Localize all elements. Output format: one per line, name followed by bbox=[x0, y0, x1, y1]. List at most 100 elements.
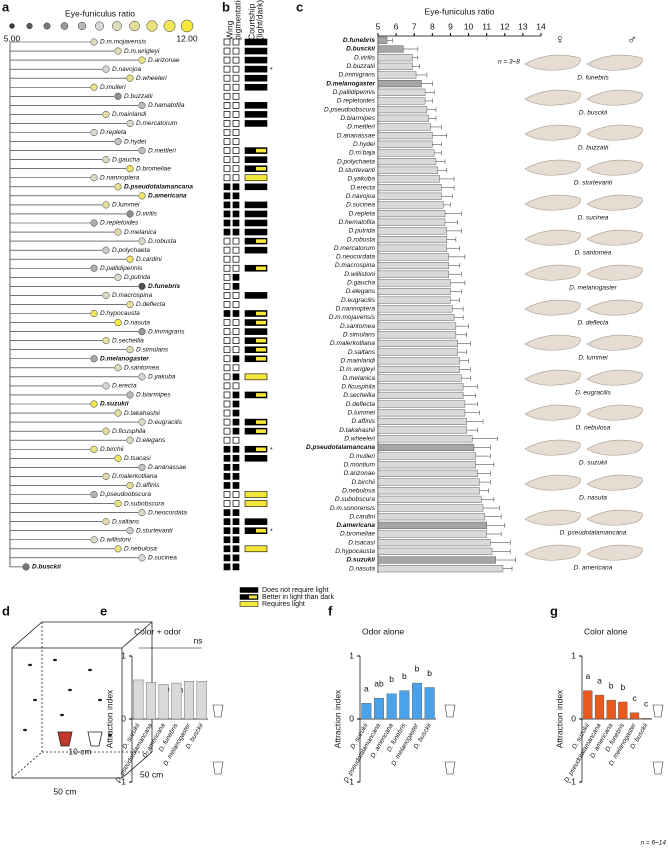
species-label: D.hamatofila bbox=[148, 102, 185, 109]
category-label: D.polychaeta bbox=[337, 158, 375, 165]
dimension-label: 50 cm bbox=[53, 786, 76, 796]
courtship-bar bbox=[244, 210, 268, 218]
wing-image bbox=[586, 544, 643, 561]
species-label: D.repletoides bbox=[100, 220, 139, 227]
courtship-accent bbox=[256, 447, 266, 452]
category-label: D.cardini bbox=[349, 513, 375, 520]
significance-letter: b bbox=[415, 663, 420, 673]
courtship-bar bbox=[244, 111, 268, 118]
species-dot bbox=[90, 400, 98, 408]
y-axis-title: Attraction index bbox=[554, 689, 564, 748]
x-tick-label: 10 bbox=[464, 21, 474, 31]
wing-image bbox=[586, 124, 643, 141]
scale-dot bbox=[129, 20, 140, 32]
wing-square bbox=[232, 292, 240, 299]
bar bbox=[377, 45, 404, 53]
bar bbox=[377, 158, 437, 166]
courtship-accent bbox=[256, 166, 266, 171]
wing-label: D. santomea bbox=[575, 250, 612, 257]
courtship-accent bbox=[256, 528, 266, 533]
legend-swatch bbox=[239, 587, 259, 593]
bar bbox=[377, 140, 433, 148]
wing-label: D. deflecta bbox=[577, 320, 608, 327]
wing-square bbox=[232, 454, 240, 462]
wing-square bbox=[232, 364, 240, 372]
species-label: D.pseudotalamancana bbox=[124, 184, 193, 191]
scale-dot bbox=[95, 21, 104, 31]
wing-image bbox=[524, 264, 581, 281]
courtship-bar bbox=[244, 120, 268, 127]
wing-square bbox=[232, 563, 240, 571]
species-dot bbox=[126, 255, 134, 263]
wing-square bbox=[232, 464, 240, 471]
wing-image bbox=[586, 439, 643, 456]
species-dot bbox=[90, 309, 98, 318]
species-label: D.cardini bbox=[136, 256, 162, 263]
species-dot bbox=[114, 319, 122, 327]
species-label: D.saltans bbox=[112, 518, 140, 525]
trap-icon bbox=[652, 704, 664, 718]
species-label: D.sturtevanti bbox=[136, 527, 173, 534]
wing-square bbox=[223, 319, 231, 326]
flag: * bbox=[270, 529, 273, 536]
x-tick-label: 11 bbox=[482, 21, 491, 31]
species-dot bbox=[114, 409, 122, 417]
species-dot bbox=[114, 138, 122, 146]
bar bbox=[377, 54, 413, 62]
bar bbox=[377, 88, 426, 96]
species-dot bbox=[138, 463, 146, 471]
wing-image bbox=[586, 404, 643, 421]
significance-letter: ab bbox=[374, 678, 384, 688]
category-label: D.mulleri bbox=[349, 453, 375, 460]
category-label: D.elegans bbox=[346, 288, 376, 295]
category-label: D.hypocausta bbox=[335, 548, 375, 555]
category-label: D.simulans bbox=[343, 332, 376, 339]
wing-square bbox=[223, 409, 231, 417]
category-label: D.ananassae bbox=[337, 132, 376, 139]
trap-icon bbox=[444, 761, 456, 775]
bar bbox=[377, 201, 444, 209]
bar bbox=[377, 184, 442, 192]
species-dot bbox=[138, 328, 146, 336]
bar bbox=[377, 166, 438, 174]
bar bbox=[373, 698, 385, 720]
wing-square bbox=[223, 183, 231, 191]
wing-label: D. eugracilis bbox=[575, 390, 612, 397]
wing-square bbox=[223, 527, 231, 535]
species-label: D.affinis bbox=[136, 482, 160, 489]
significance-letter: b bbox=[620, 682, 625, 692]
wing-image bbox=[524, 404, 581, 421]
panel-label: b bbox=[222, 0, 230, 14]
species-label: D.virilis bbox=[136, 211, 158, 218]
trap-icon bbox=[444, 704, 456, 718]
species-label: D.takahashii bbox=[124, 410, 160, 417]
wing-square bbox=[223, 454, 231, 462]
bar bbox=[377, 348, 458, 356]
scale-dot bbox=[180, 19, 194, 33]
category-label: D.malerkotliana bbox=[330, 340, 376, 347]
species-label: D.simulans bbox=[136, 346, 169, 353]
bar bbox=[377, 409, 466, 417]
wing-square bbox=[232, 147, 240, 154]
scale-dot bbox=[77, 21, 87, 31]
wing-square bbox=[232, 310, 240, 317]
wing-square bbox=[223, 192, 231, 200]
category-label: D.yakuba bbox=[348, 176, 376, 183]
wing-square bbox=[232, 120, 240, 127]
wing-square bbox=[223, 445, 231, 453]
bar bbox=[641, 718, 651, 720]
wing-square bbox=[223, 283, 231, 290]
bar bbox=[377, 513, 486, 521]
wing-label: D. americana bbox=[574, 565, 613, 572]
category-label: D.pseudoobscura bbox=[324, 106, 375, 113]
bar bbox=[618, 701, 628, 720]
wing-image bbox=[586, 159, 643, 176]
wing-image bbox=[586, 194, 643, 211]
wing-square bbox=[232, 554, 240, 562]
wing-square bbox=[232, 346, 240, 354]
species-label: D.navojoa bbox=[112, 66, 142, 73]
wing-square bbox=[232, 192, 240, 200]
species-dot bbox=[102, 337, 110, 345]
species-dot bbox=[102, 472, 110, 480]
